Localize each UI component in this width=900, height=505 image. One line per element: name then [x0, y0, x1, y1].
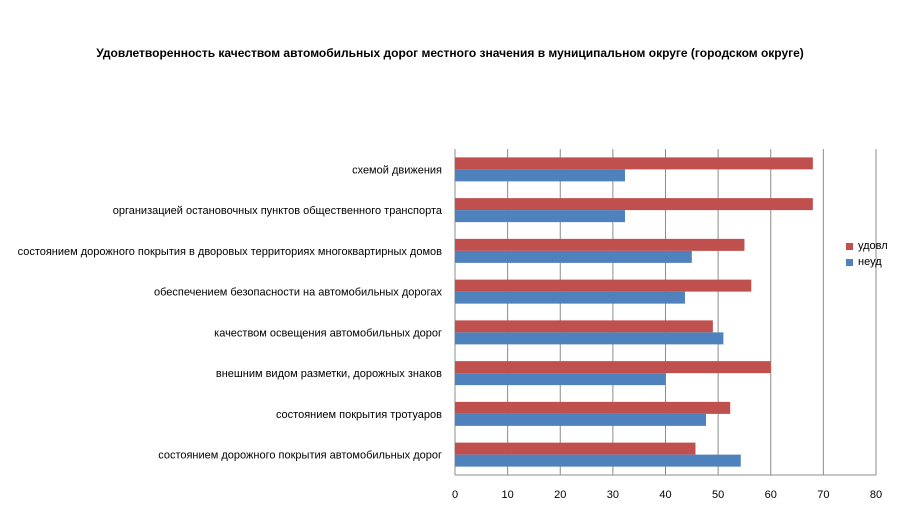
- legend-swatch-neud: [846, 258, 853, 266]
- category-label: обеспечением безопасности на автомобильн…: [154, 287, 442, 299]
- legend-swatch-udovl: [846, 242, 853, 250]
- category-label: состоянием дорожного покрытия в дворовых…: [18, 246, 443, 258]
- category-label: внешним видом разметки, дорожных знаков: [216, 368, 442, 380]
- bar-udovl: [455, 320, 713, 333]
- bar-udovl: [455, 157, 813, 170]
- chart-title: Удовлетворенность качеством автомобильны…: [96, 46, 804, 60]
- bar-neud: [455, 413, 707, 426]
- x-tick-label: 80: [870, 489, 882, 501]
- bar-udovl: [455, 442, 696, 455]
- legend: удовл неуд: [846, 238, 888, 270]
- x-tick-label: 60: [765, 489, 777, 501]
- category-label: схемой движения: [352, 164, 442, 176]
- category-label: организацией остановочных пунктов общест…: [113, 205, 443, 217]
- legend-item-neud: неуд: [846, 254, 888, 270]
- x-tick-label: 40: [659, 489, 671, 501]
- bar-udovl: [455, 198, 813, 211]
- x-tick-label: 30: [607, 489, 619, 501]
- bar-udovl: [455, 361, 771, 374]
- legend-label-udovl: удовл: [858, 240, 888, 252]
- legend-label-neud: неуд: [858, 256, 882, 268]
- category-label: состоянием покрытия тротуаров: [276, 409, 442, 421]
- bar-neud: [455, 169, 625, 182]
- bar-udovl: [455, 238, 745, 251]
- bar-udovl: [455, 279, 752, 292]
- bar-neud: [455, 291, 685, 304]
- bar-neud: [455, 454, 741, 467]
- x-tick-label: 50: [712, 489, 724, 501]
- category-label: состоянием дорожного покрытия автомобиль…: [158, 450, 442, 462]
- bar-neud: [455, 210, 625, 223]
- bar-neud: [455, 250, 692, 263]
- x-tick-label: 70: [817, 489, 829, 501]
- legend-item-udovl: удовл: [846, 238, 888, 254]
- bar-udovl: [455, 401, 731, 414]
- x-tick-label: 10: [502, 489, 514, 501]
- bar-neud: [455, 332, 724, 345]
- x-tick-label: 0: [452, 489, 458, 501]
- x-tick-label: 20: [554, 489, 566, 501]
- category-label: качеством освещения автомобильных дорог: [214, 327, 442, 339]
- bar-neud: [455, 373, 666, 386]
